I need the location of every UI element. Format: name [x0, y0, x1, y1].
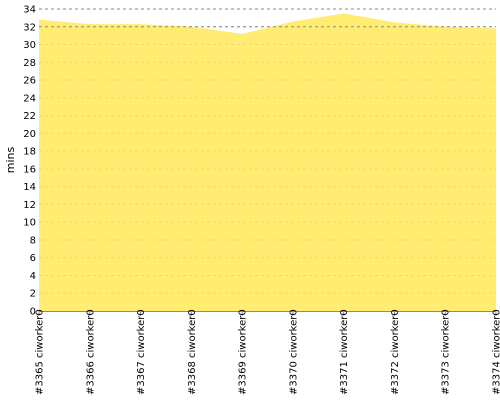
- x-tick-label-8: #3373 ciworker0: [441, 309, 452, 395]
- x-axis-ticks: #3365 ciworker0 #3366 ciworker0 #3367 ciwo…: [35, 309, 500, 395]
- y-tick-label-24: 24: [23, 93, 36, 104]
- y-tick-label-16: 16: [23, 164, 36, 175]
- x-tick-label-1: #3366 ciworker0: [85, 309, 96, 395]
- x-tick-label-5: #3370 ciworker0: [288, 309, 299, 395]
- top-grid-layer: [39, 8, 496, 294]
- y-tick-label-10: 10: [23, 218, 36, 229]
- y-tick-label-28: 28: [23, 58, 36, 69]
- y-tick-label-32: 32: [23, 22, 36, 33]
- y-tick-label-4: 4: [30, 271, 36, 282]
- y-tick-label-30: 30: [23, 40, 36, 51]
- y-tick-label-22: 22: [23, 111, 36, 122]
- y-tick-label-26: 26: [23, 76, 36, 87]
- y-tick-label-0: 0: [30, 307, 36, 318]
- x-tick-label-4: #3369 ciworker0: [238, 309, 249, 395]
- y-tick-label-2: 2: [30, 289, 36, 300]
- y-tick-label-8: 8: [30, 235, 36, 246]
- y-tick-label-20: 20: [23, 129, 36, 140]
- y-tick-label-6: 6: [30, 253, 36, 264]
- x-tick-label-6: #3371 ciworker0: [339, 309, 350, 395]
- x-tick-label-3: #3368 ciworker0: [187, 309, 198, 395]
- x-tick-label-2: #3367 ciworker0: [136, 309, 147, 395]
- y-tick-label-34: 34: [23, 5, 36, 16]
- x-tick-label-0: #3365 ciworker0: [35, 309, 46, 395]
- y-tick-label-14: 14: [23, 182, 36, 193]
- y-axis-title: mins: [4, 146, 17, 173]
- series-area: [39, 13, 496, 311]
- y-tick-label-12: 12: [23, 200, 36, 211]
- x-tick-label-9: #3374 ciworker0: [492, 309, 500, 395]
- x-tick-label-7: #3372 ciworker0: [390, 309, 401, 395]
- y-tick-label-18: 18: [23, 147, 36, 158]
